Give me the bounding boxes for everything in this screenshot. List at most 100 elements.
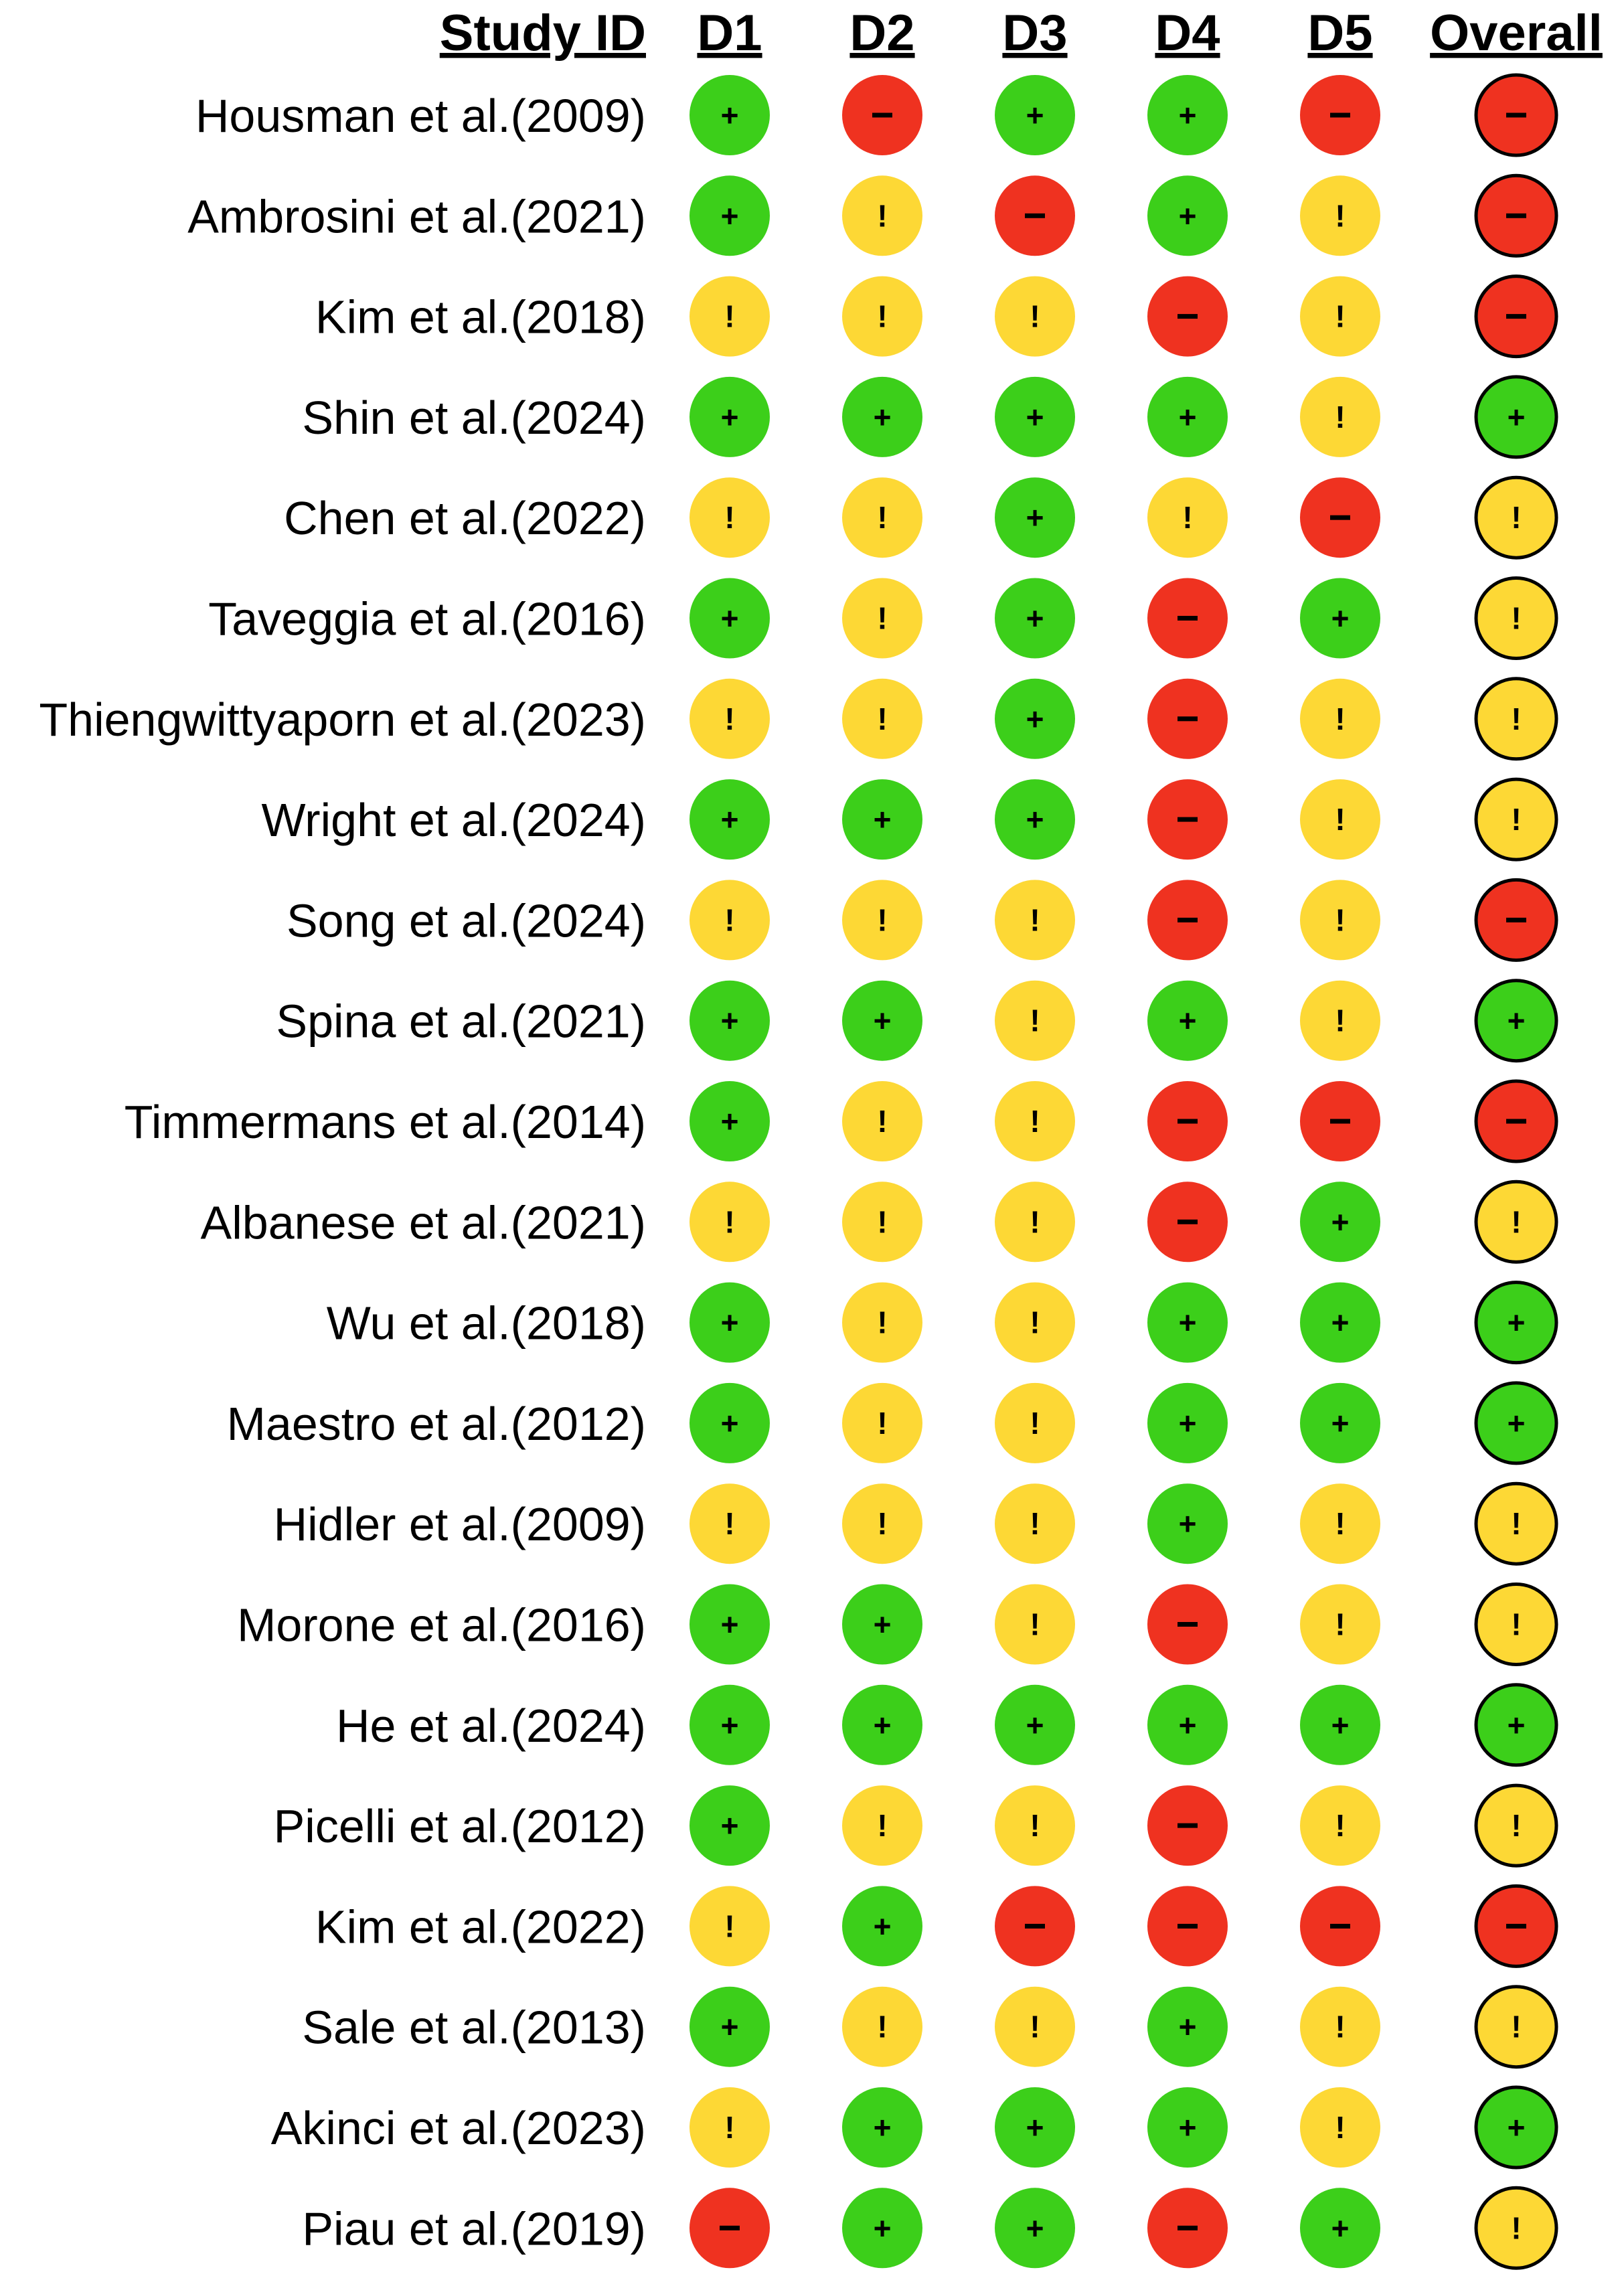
exclamation-icon: !	[877, 601, 887, 636]
rating-low-d5: +	[1300, 1282, 1380, 1363]
plus-icon: +	[1026, 98, 1044, 133]
rating-circle	[1474, 1180, 1558, 1264]
rating-low-overall: +	[1474, 1281, 1558, 1365]
plus-icon: +	[721, 1003, 739, 1038]
exclamation-icon: !	[1335, 1003, 1345, 1038]
exclamation-icon: !	[877, 500, 887, 535]
plus-icon: +	[1179, 1406, 1197, 1441]
rating-some-d1: !	[689, 1483, 770, 1564]
exclamation-icon: !	[1030, 1104, 1040, 1139]
exclamation-icon: !	[877, 1506, 887, 1541]
rating-some-d5: !	[1300, 175, 1380, 256]
study-row: Thiengwittyaporn et al.(2023)!! +!!	[39, 677, 1558, 761]
plus-icon: +	[874, 400, 892, 434]
rating-low-d1: +	[689, 1986, 770, 2067]
header-d5: D5	[1307, 5, 1372, 62]
study-label: Morone et al.(2016)	[237, 1599, 646, 1651]
study-label: Kim et al.(2022)	[315, 1900, 646, 1953]
exclamation-icon: !	[877, 299, 887, 334]
rating-high-d3	[995, 1886, 1075, 1967]
rating-circle	[995, 2087, 1075, 2168]
rating-some-d2: !	[842, 477, 922, 558]
rating-circle	[1300, 1684, 1380, 1765]
rating-circle	[995, 1081, 1075, 1161]
rating-circle	[689, 779, 770, 860]
rating-circle	[689, 880, 770, 961]
exclamation-icon: !	[1030, 1808, 1040, 1843]
exclamation-icon: !	[1511, 2010, 1521, 2044]
rating-circle	[1300, 2188, 1380, 2269]
rating-circle	[1300, 678, 1380, 759]
rating-high-d5	[1300, 1081, 1380, 1161]
plus-icon: +	[721, 1406, 739, 1441]
rating-low-d3: +	[995, 75, 1075, 155]
rating-low-d2: +	[842, 376, 922, 457]
rating-circle	[1300, 175, 1380, 256]
plus-icon: +	[1179, 400, 1197, 434]
rating-circle	[1474, 777, 1558, 862]
rating-circle	[842, 1785, 922, 1866]
study-label: Chen et al.(2022)	[284, 492, 646, 544]
rating-circle	[1147, 1684, 1228, 1765]
rating-some-d3: !	[995, 880, 1075, 961]
rating-high-d2	[842, 75, 922, 155]
plus-icon: +	[1026, 601, 1044, 636]
plus-icon: +	[1508, 2110, 1526, 2145]
rating-some-d1: !	[689, 678, 770, 759]
exclamation-icon: !	[877, 1204, 887, 1239]
plus-icon: +	[721, 400, 739, 434]
study-label: Taveggia et al.(2016)	[208, 593, 646, 645]
rating-circle	[842, 276, 922, 357]
exclamation-icon: !	[1335, 702, 1345, 736]
header-overall: Overall	[1430, 5, 1603, 62]
minus-icon	[1506, 1119, 1526, 1124]
rating-circle	[842, 1684, 922, 1765]
study-label: Hidler et al.(2009)	[274, 1498, 646, 1550]
rating-high-overall	[1474, 173, 1558, 258]
minus-icon	[1330, 1119, 1350, 1124]
plus-icon: +	[721, 198, 739, 233]
exclamation-icon: !	[1030, 1204, 1040, 1239]
rating-low-d2: +	[842, 2188, 922, 2269]
rating-some-d2: !	[842, 1382, 922, 1463]
rating-circle	[842, 2087, 922, 2168]
study-label: Albanese et al.(2021)	[201, 1196, 646, 1248]
plus-icon: +	[874, 2210, 892, 2245]
rating-high-d4	[1147, 276, 1228, 357]
rating-low-d3: +	[995, 678, 1075, 759]
study-row: Wu et al.(2018) +!! + + +	[327, 1281, 1558, 1365]
rating-low-d4: +	[1147, 175, 1228, 256]
plus-icon: +	[721, 601, 739, 636]
rating-some-d5: !	[1300, 980, 1380, 1061]
rating-some-d2: !	[842, 1081, 922, 1161]
rating-some-d5: !	[1300, 1986, 1380, 2067]
exclamation-icon: !	[877, 902, 887, 937]
rating-circle	[1147, 2087, 1228, 2168]
rating-circle	[1300, 376, 1380, 457]
rating-circle	[689, 678, 770, 759]
minus-icon	[1025, 213, 1045, 218]
exclamation-icon: !	[1335, 400, 1345, 434]
plus-icon: +	[721, 1305, 739, 1340]
exclamation-icon: !	[877, 2010, 887, 2044]
plus-icon: +	[721, 1104, 739, 1139]
rating-circle	[1300, 2087, 1380, 2168]
rating-low-d3: +	[995, 578, 1075, 659]
rating-low-d3: +	[995, 1684, 1075, 1765]
plus-icon: +	[1331, 1204, 1350, 1239]
rating-some-d2: !	[842, 1483, 922, 1564]
rating-circle	[689, 1382, 770, 1463]
rating-circle	[1300, 276, 1380, 357]
rating-circle	[842, 779, 922, 860]
rating-some-d4: !	[1147, 477, 1228, 558]
rating-some-d1: !	[689, 276, 770, 357]
exclamation-icon: !	[1335, 198, 1345, 233]
minus-icon	[1178, 1923, 1198, 1929]
rating-low-overall: +	[1474, 979, 1558, 1063]
rating-high-d4	[1147, 578, 1228, 659]
rating-high-d4	[1147, 678, 1228, 759]
rating-low-d5: +	[1300, 1684, 1380, 1765]
plus-icon: +	[721, 802, 739, 837]
minus-icon	[1178, 1622, 1198, 1627]
study-rows: Housman et al.(2009) + + +Ambrosini et al.(…	[39, 73, 1558, 2270]
